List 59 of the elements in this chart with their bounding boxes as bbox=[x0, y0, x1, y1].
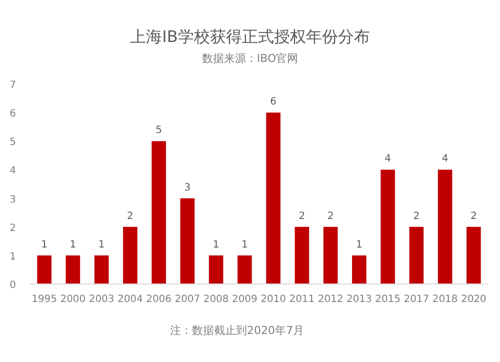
data-label: 2 bbox=[127, 210, 134, 222]
chart-subtitle: 数据来源：IBO官网 bbox=[202, 52, 298, 65]
bar bbox=[466, 226, 481, 284]
x-tick-label: 2013 bbox=[346, 294, 372, 305]
y-tick-label: 0 bbox=[10, 280, 16, 291]
bar bbox=[380, 170, 395, 284]
bar bbox=[123, 226, 138, 284]
data-label: 4 bbox=[384, 154, 391, 165]
x-tick-label: 2020 bbox=[460, 294, 486, 305]
x-tick-label: 2018 bbox=[432, 294, 458, 305]
y-tick-label: 5 bbox=[10, 137, 16, 148]
bar bbox=[180, 198, 195, 284]
y-tick-label: 4 bbox=[10, 166, 16, 177]
bar bbox=[294, 226, 310, 284]
x-tick-label: 2009 bbox=[232, 294, 258, 305]
x-tick-label: 2003 bbox=[88, 294, 114, 305]
x-tick-label: 1995 bbox=[32, 294, 58, 305]
data-label: 6 bbox=[270, 96, 276, 108]
y-tick-label: 1 bbox=[10, 251, 16, 262]
bar bbox=[152, 141, 166, 284]
data-label: 1 bbox=[70, 239, 76, 250]
data-label: 1 bbox=[356, 239, 362, 250]
bar bbox=[208, 255, 224, 284]
x-tick-label: 2004 bbox=[117, 294, 143, 305]
bar bbox=[94, 255, 109, 284]
data-label: 1 bbox=[212, 239, 220, 250]
data-label: 1 bbox=[41, 239, 48, 250]
bar bbox=[66, 255, 80, 284]
bar bbox=[409, 226, 424, 284]
x-tick-label: 2015 bbox=[375, 294, 401, 305]
bar bbox=[438, 170, 452, 284]
y-tick-label: 2 bbox=[10, 222, 16, 234]
data-label: 2 bbox=[298, 210, 306, 222]
x-tick-label: 2012 bbox=[318, 294, 344, 305]
bar bbox=[352, 255, 366, 284]
data-label: 2 bbox=[413, 210, 420, 222]
data-label: 1 bbox=[242, 239, 248, 250]
y-tick-label: 7 bbox=[10, 80, 16, 91]
data-label: 2 bbox=[327, 210, 334, 222]
data-label: 3 bbox=[184, 182, 191, 194]
bar bbox=[323, 226, 338, 284]
bar bbox=[37, 255, 52, 284]
x-tick-label: 2017 bbox=[404, 294, 430, 305]
bar bbox=[238, 255, 252, 284]
text: 注：数据截止到2020年7月 bbox=[170, 324, 304, 337]
x-tick-label: 2010 bbox=[260, 294, 286, 305]
x-tick-label: 2011 bbox=[289, 294, 315, 305]
data-label: 1 bbox=[98, 239, 105, 250]
x-tick-label: 2000 bbox=[60, 294, 86, 305]
x-tick-label: 2008 bbox=[203, 294, 229, 305]
data-label: 4 bbox=[442, 154, 448, 165]
x-tick-label: 2006 bbox=[146, 294, 172, 305]
x-tick-label: 2007 bbox=[174, 294, 200, 305]
bar bbox=[266, 112, 280, 284]
y-tick-label: 6 bbox=[10, 108, 16, 120]
data-label: 2 bbox=[470, 210, 477, 222]
chart-title: 上海IB学校获得正式授权年份分布 bbox=[130, 27, 370, 46]
y-tick-label: 3 bbox=[10, 194, 16, 206]
data-label: 5 bbox=[156, 125, 162, 136]
